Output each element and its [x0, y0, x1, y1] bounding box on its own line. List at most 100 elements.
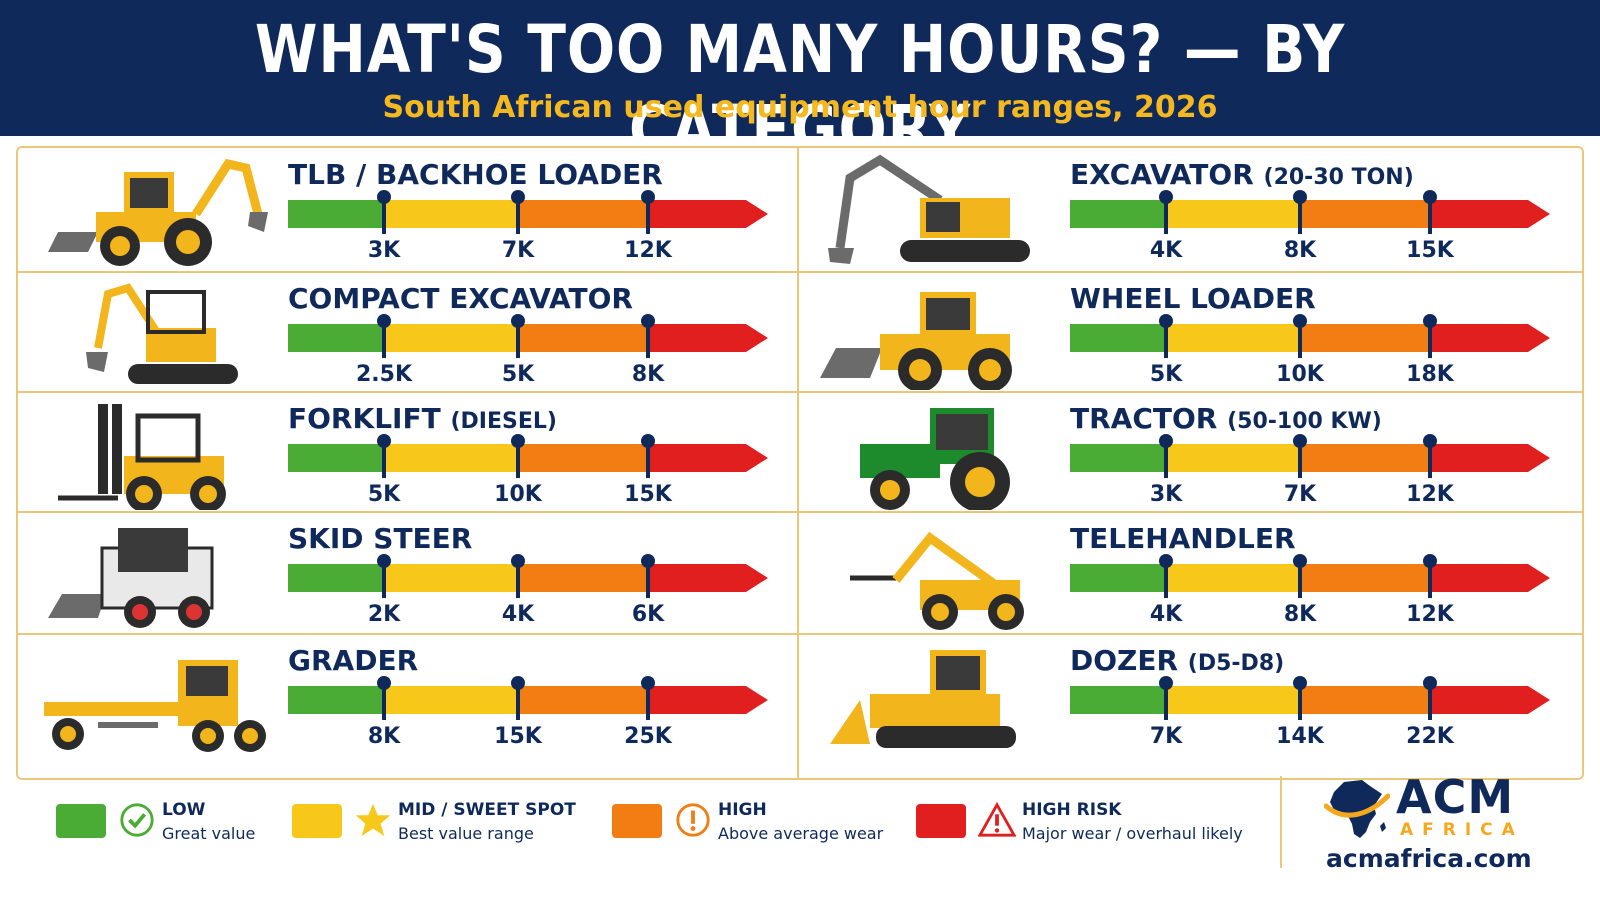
star-icon: [354, 800, 392, 840]
range-high: [1300, 686, 1430, 714]
hour-range-bar: 3K 7K 12K: [1070, 434, 1550, 507]
range-high: [1300, 444, 1430, 472]
legend-desc: Best value range: [398, 824, 534, 843]
threshold-marker: [377, 554, 391, 598]
threshold-marker: [641, 554, 655, 598]
threshold-label: 12K: [624, 238, 672, 263]
category-name: EXCAVATOR: [1070, 158, 1254, 191]
brand-sub: AFRICA: [1400, 820, 1524, 840]
range-high-risk: [1430, 324, 1528, 352]
category-name: GRADER: [288, 644, 419, 677]
category-name: TELEHANDLER: [1070, 522, 1296, 555]
brand-url[interactable]: acmafrica.com: [1326, 844, 1532, 873]
category-card-wheel-loader: WHEEL LOADER 5K 10K 18K: [800, 272, 1580, 396]
threshold-label: 7K: [1149, 724, 1183, 749]
threshold-marker: [377, 314, 391, 358]
warning-triangle-icon: [977, 800, 1017, 840]
legend-label: HIGH RISK: [1022, 800, 1122, 820]
arrow-head: [1528, 444, 1550, 472]
threshold-label: 8K: [1283, 238, 1317, 263]
arrow-head: [746, 200, 768, 228]
threshold-label: 15K: [494, 724, 542, 749]
hour-range-bar: 5K 10K 15K: [288, 434, 768, 507]
hour-range-bar: 4K 8K 15K: [1070, 190, 1550, 263]
threshold-marker: [377, 676, 391, 720]
threshold-label: 6K: [631, 602, 665, 627]
skid-steer-icon: [28, 518, 278, 630]
threshold-marker: [1423, 554, 1437, 598]
range-high: [518, 444, 648, 472]
dozer-icon: [810, 640, 1060, 752]
threshold-label: 7K: [501, 238, 535, 263]
excavator-icon: [810, 154, 1060, 266]
category-title: WHEEL LOADER: [1070, 282, 1316, 315]
threshold-label: 5K: [501, 362, 535, 387]
threshold-marker: [377, 190, 391, 234]
threshold-label: 25K: [624, 724, 672, 749]
check-circle-icon: [118, 800, 156, 840]
range-mid: [384, 324, 518, 352]
threshold-label: 15K: [1406, 238, 1454, 263]
page-title: WHAT'S TOO MANY HOURS? — BY CATEGORY: [254, 11, 1346, 168]
threshold-marker: [1293, 314, 1307, 358]
arrow-head: [746, 686, 768, 714]
threshold-marker: [641, 434, 655, 478]
threshold-label: 3K: [367, 238, 401, 263]
arrow-head: [746, 564, 768, 592]
category-subtitle: (DIESEL): [450, 409, 557, 434]
compact-excavator-icon: [28, 278, 278, 390]
threshold-label: 2K: [367, 602, 401, 627]
legend-swatch: [56, 804, 106, 838]
threshold-marker: [641, 314, 655, 358]
wheel-loader-icon: [810, 278, 1060, 392]
category-title: SKID STEER: [288, 522, 472, 555]
legend: LOW Great value MID / SWEET SPOT Best va…: [0, 800, 1280, 870]
threshold-marker: [1159, 434, 1173, 478]
category-card-tractor: TRACTOR (50-100 KW) 3K 7K 12K: [800, 392, 1580, 516]
legend-label: LOW: [162, 800, 206, 820]
arrow-head: [1528, 200, 1550, 228]
category-name: SKID STEER: [288, 522, 473, 555]
threshold-marker: [1423, 676, 1437, 720]
threshold-marker: [511, 676, 525, 720]
threshold-marker: [1293, 434, 1307, 478]
category-subtitle: (20-30 TON): [1263, 165, 1414, 190]
range-low: [1070, 200, 1166, 228]
range-high-risk: [1430, 444, 1528, 472]
category-title: TELEHANDLER: [1070, 522, 1296, 555]
range-high: [518, 564, 648, 592]
row-divider: [18, 391, 1582, 393]
category-title: EXCAVATOR (20-30 TON): [1070, 158, 1414, 191]
range-low: [288, 564, 384, 592]
range-high-risk: [1430, 564, 1528, 592]
range-low: [288, 324, 384, 352]
threshold-marker: [1423, 434, 1437, 478]
category-subtitle: (D5-D8): [1187, 651, 1285, 676]
telehandler-icon: [810, 518, 1060, 630]
threshold-label: 8K: [631, 362, 665, 387]
threshold-marker: [641, 190, 655, 234]
hour-range-bar: 8K 15K 25K: [288, 676, 768, 749]
range-mid: [1166, 564, 1300, 592]
range-mid: [1166, 324, 1300, 352]
range-high: [1300, 200, 1430, 228]
arrow-head: [1528, 324, 1550, 352]
brand-name: ACM: [1396, 770, 1515, 824]
row-divider: [18, 633, 1582, 635]
threshold-marker: [1293, 676, 1307, 720]
threshold-marker: [511, 190, 525, 234]
threshold-marker: [511, 554, 525, 598]
legend-desc: Great value: [162, 824, 256, 843]
range-mid: [384, 564, 518, 592]
range-high-risk: [648, 200, 746, 228]
threshold-label: 4K: [501, 602, 535, 627]
threshold-marker: [1159, 676, 1173, 720]
legend-swatch: [292, 804, 342, 838]
category-title: COMPACT EXCAVATOR: [288, 282, 633, 315]
category-card-dozer: DOZER (D5-D8) 7K 14K 22K: [800, 634, 1580, 758]
grader-icon: [28, 640, 278, 752]
range-high: [518, 200, 648, 228]
category-name: DOZER: [1070, 644, 1179, 677]
category-name: WHEEL LOADER: [1070, 282, 1316, 315]
hour-range-bar: 7K 14K 22K: [1070, 676, 1550, 749]
